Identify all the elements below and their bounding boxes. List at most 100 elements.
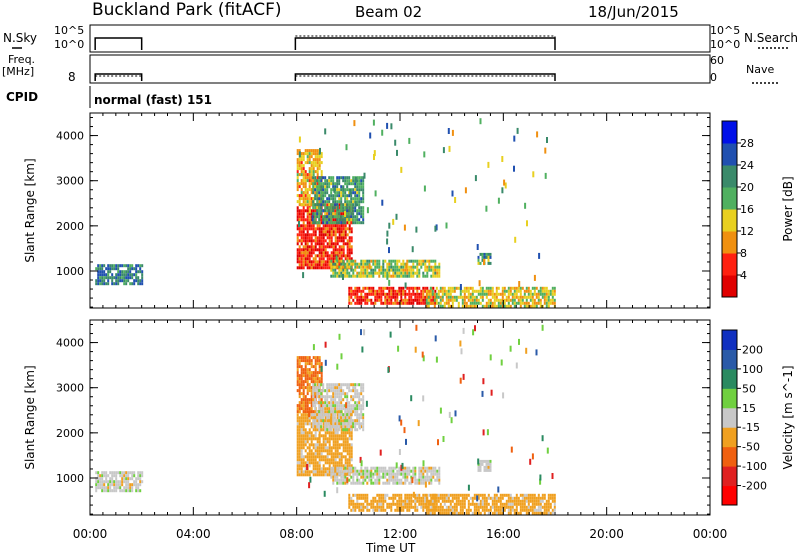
echo-cell (543, 502, 546, 506)
echo-cell (342, 472, 345, 476)
echo-cell (384, 292, 387, 296)
y-tick-label: 3000 (56, 382, 84, 395)
echo-cell (318, 203, 321, 207)
echo-cell (334, 475, 337, 479)
echo-cell (390, 259, 393, 263)
echo-cell (425, 295, 428, 299)
echo-cell (332, 386, 335, 390)
echo-cell (453, 286, 456, 290)
echo-cell (308, 170, 311, 174)
echo-cell (304, 455, 307, 459)
echo-cell (505, 289, 508, 293)
echo-cell (300, 446, 303, 450)
echo-cell (312, 386, 315, 390)
echo-cell (306, 419, 309, 423)
echo-cell (334, 404, 337, 408)
echo-cell (410, 475, 413, 479)
echo-cell (342, 271, 345, 275)
echo-cell (406, 268, 409, 272)
echo-cell (412, 286, 415, 290)
echo-cell (344, 466, 347, 470)
echo-cell (334, 215, 337, 219)
echo-cell (312, 182, 315, 186)
echo-cell (396, 472, 399, 476)
echo-cell (551, 289, 554, 293)
echo-cell (356, 289, 359, 293)
echo-cell (388, 478, 391, 482)
echo-cell (360, 505, 363, 509)
echo-cell (473, 508, 476, 512)
echo-cell (551, 286, 554, 290)
echo-cell (430, 466, 433, 470)
echo-cell (481, 493, 484, 497)
echo-cell (427, 295, 430, 299)
echo-cell (434, 274, 437, 278)
echo-cell (543, 298, 546, 302)
echo-cell (328, 266, 331, 270)
echo-cell (483, 511, 486, 515)
sparse-echo (366, 207, 369, 214)
colorbar-tick-label: 28 (740, 137, 754, 150)
echo-cell (346, 179, 349, 183)
echo-cell (340, 443, 343, 447)
echo-cell (354, 466, 357, 470)
echo-cell (449, 304, 452, 308)
echo-cell (539, 499, 542, 503)
echo-cell (378, 274, 381, 278)
echo-cell (312, 455, 315, 459)
echo-cell (346, 242, 349, 246)
echo-cell (302, 245, 305, 249)
sparse-echo (551, 473, 554, 479)
echo-cell (306, 191, 309, 195)
echo-cell (402, 259, 405, 263)
echo-cell (453, 496, 456, 500)
echo-cell (418, 292, 421, 296)
echo-cell (350, 301, 353, 305)
echo-cell (340, 434, 343, 438)
echo-cell (366, 475, 369, 479)
echo-cell (346, 392, 349, 396)
echo-cell (298, 251, 301, 255)
echo-cell (322, 239, 325, 243)
echo-cell (404, 301, 407, 305)
echo-cell (418, 496, 421, 500)
echo-cell (414, 292, 417, 296)
echo-cell (368, 274, 371, 278)
echo-cell (396, 475, 399, 479)
echo-cell (356, 265, 359, 269)
echo-cell (467, 508, 470, 512)
echo-cell (306, 260, 309, 264)
echo-cell (356, 407, 359, 411)
echo-cell (362, 478, 365, 482)
echo-cell (316, 209, 319, 213)
echo-cell (426, 274, 429, 278)
echo-cell (346, 185, 349, 189)
echo-cell (438, 472, 441, 476)
echo-cell (358, 197, 361, 201)
echo-cell (394, 478, 397, 482)
echo-cell (320, 152, 323, 156)
echo-cell (362, 286, 365, 290)
nsky-trace (94, 37, 143, 50)
echo-cell (392, 478, 395, 482)
echo-cell (422, 295, 425, 299)
echo-cell (435, 493, 438, 497)
echo-cell (302, 368, 305, 372)
echo-cell (402, 505, 405, 509)
echo-cell (412, 265, 415, 269)
echo-cell (414, 469, 417, 473)
echo-cell (312, 164, 315, 168)
echo-cell (451, 505, 454, 509)
echo-cell (298, 422, 301, 426)
echo-cell (477, 258, 480, 262)
echo-cell (336, 425, 339, 429)
echo-cell (296, 248, 299, 252)
echo-cell (312, 266, 315, 270)
echo-cell (352, 221, 355, 225)
echo-cell (402, 262, 405, 266)
echo-cell (328, 176, 331, 180)
echo-cell (304, 362, 307, 366)
echo-cell (354, 206, 357, 210)
echo-cell (366, 472, 369, 476)
